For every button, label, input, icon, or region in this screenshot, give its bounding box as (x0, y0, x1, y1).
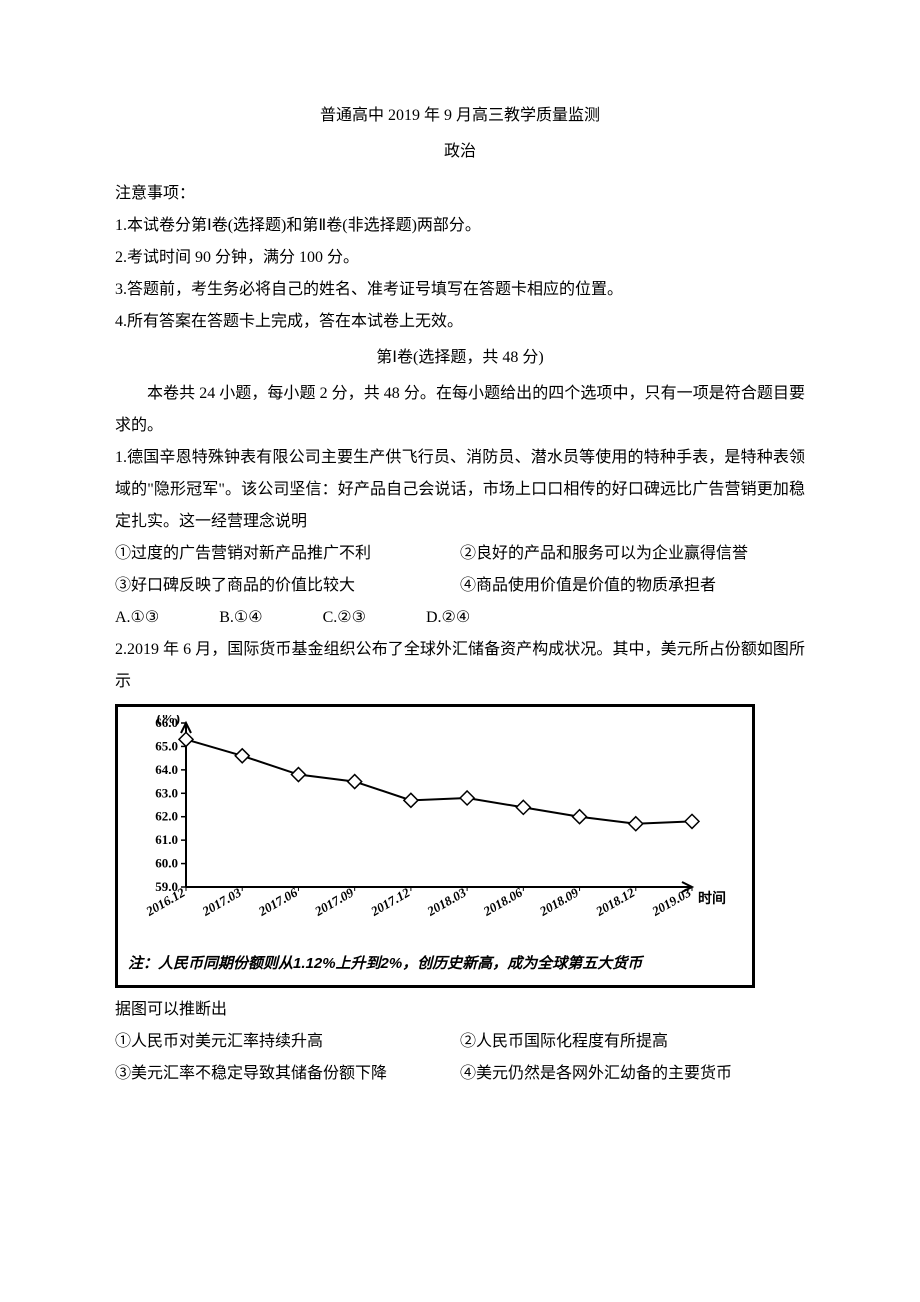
chart-footnote: 注：人民币同期份额则从1.12%上升到2%，创历史新高，成为全球第五大货币 (128, 949, 742, 979)
q1-options: A.①③ B.①④ C.②③ D.②④ (115, 602, 805, 634)
q1-statement-4: ④商品使用价值是价值的物质承担者 (460, 570, 805, 602)
q1-option-b: B.①④ (219, 602, 262, 634)
svg-text:2017.03: 2017.03 (199, 884, 244, 919)
notice-item-1: 1.本试卷分第Ⅰ卷(选择题)和第Ⅱ卷(非选择题)两部分。 (115, 210, 805, 242)
svg-text:(%): (%) (157, 715, 181, 727)
usd-share-chart: 59.060.061.062.063.064.065.066.0(%)2016.… (115, 704, 755, 988)
q1-statement-1: ①过度的广告营销对新产品推广不利 (115, 538, 460, 570)
svg-text:65.0: 65.0 (155, 738, 178, 753)
svg-text:63.0: 63.0 (155, 785, 178, 800)
notice-item-2: 2.考试时间 90 分钟，满分 100 分。 (115, 242, 805, 274)
svg-text:62.0: 62.0 (155, 809, 178, 824)
svg-text:61.0: 61.0 (155, 832, 178, 847)
notice-heading: 注意事项： (115, 178, 805, 210)
svg-text:2018.06: 2018.06 (480, 884, 525, 919)
svg-text:2017.09: 2017.09 (311, 884, 356, 919)
q1-stem: 1.德国辛恩特殊钟表有限公司主要生产供飞行员、消防员、潜水员等使用的特种手表，是… (115, 442, 805, 538)
q2-statement-3: ③美元汇率不稳定导致其储备份额下降 (115, 1058, 460, 1090)
q2-statement-4: ④美元仍然是各网外汇幼备的主要货币 (460, 1058, 805, 1090)
q1-option-c: C.②③ (323, 602, 366, 634)
section1-heading: 第Ⅰ卷(选择题，共 48 分) (115, 342, 805, 374)
svg-text:2018.09: 2018.09 (536, 884, 581, 919)
chart-canvas: 59.060.061.062.063.064.065.066.0(%)2016.… (128, 715, 742, 945)
svg-text:60.0: 60.0 (155, 856, 178, 871)
q1-statement-2: ②良好的产品和服务可以为企业赢得信誉 (460, 538, 805, 570)
q1-option-d: D.②④ (426, 602, 470, 634)
section1-intro: 本卷共 24 小题，每小题 2 分，共 48 分。在每小题给出的四个选项中，只有… (115, 378, 805, 442)
q1-option-a: A.①③ (115, 602, 159, 634)
notice-item-3: 3.答题前，考生务必将自己的姓名、准考证号填写在答题卡相应的位置。 (115, 274, 805, 306)
exam-subject: 政治 (115, 136, 805, 168)
q2-after: 据图可以推断出 (115, 994, 805, 1026)
q1-statement-3: ③好口碑反映了商品的价值比较大 (115, 570, 460, 602)
svg-text:2018.12: 2018.12 (592, 884, 637, 919)
q2-statement-1: ①人民币对美元汇率持续升高 (115, 1026, 460, 1058)
svg-text:2017.12: 2017.12 (367, 884, 412, 919)
svg-text:2017.06: 2017.06 (255, 884, 300, 919)
notice-item-4: 4.所有答案在答题卡上完成，答在本试卷上无效。 (115, 306, 805, 338)
svg-text:2018.03: 2018.03 (424, 884, 469, 919)
svg-text:64.0: 64.0 (155, 762, 178, 777)
q2-statement-2: ②人民币国际化程度有所提高 (460, 1026, 805, 1058)
exam-title: 普通高中 2019 年 9 月高三教学质量监测 (115, 100, 805, 132)
svg-text:2019.03: 2019.03 (649, 884, 694, 919)
svg-text:时间: 时间 (698, 890, 726, 907)
q2-stem: 2.2019 年 6 月，国际货币基金组织公布了全球外汇储备资产构成状况。其中，… (115, 634, 805, 698)
